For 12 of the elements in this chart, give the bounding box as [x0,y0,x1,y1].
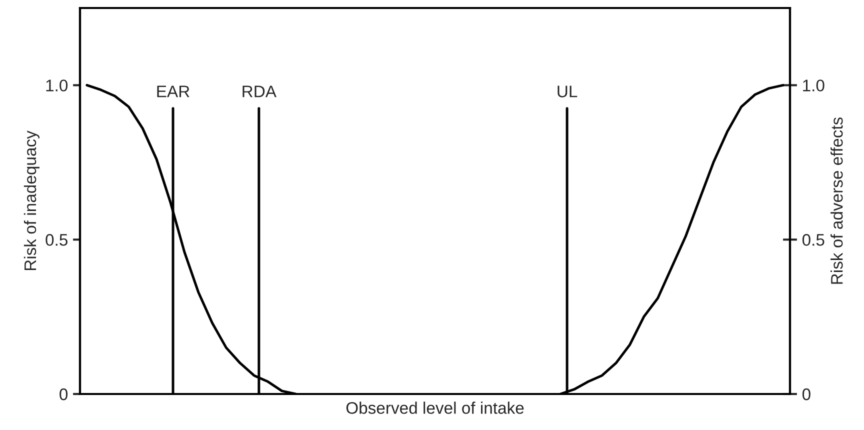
y-tick-label: 1.0 [46,80,68,92]
y-axis-title: Risk of inadequacy [24,130,40,270]
y2-axis-title: Risk of adverse effects [830,117,843,284]
annotation: UL [558,86,578,98]
y2-tick-label: 0 [802,388,810,400]
annotation: RDA [242,86,276,98]
annotation: EAR [157,86,190,98]
x-axis-title: Observed level of intake [346,402,524,414]
y2-tick-label: 0.5 [802,234,824,246]
y-tick-label: 0.5 [46,234,68,246]
y2-tick-label: 1.0 [803,80,824,92]
y-tick-label: 0 [60,388,68,400]
